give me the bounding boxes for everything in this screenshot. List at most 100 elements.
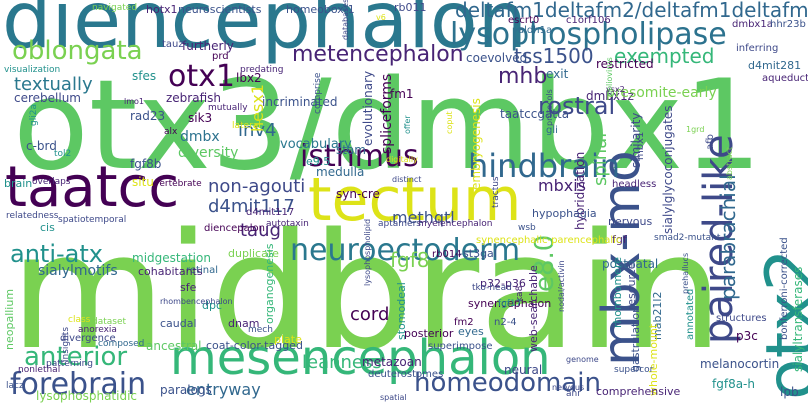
cloud-word: embryogenesis bbox=[469, 98, 483, 190]
cloud-word: caudal bbox=[160, 317, 197, 330]
cloud-word: fm2 bbox=[454, 317, 474, 328]
cloud-word: dmbx1a bbox=[732, 19, 773, 30]
cloud-word: dpc bbox=[202, 299, 223, 312]
cloud-word: exempted bbox=[614, 44, 715, 68]
cloud-word: sialylglycoconjugates bbox=[661, 105, 675, 235]
cloud-word: taug bbox=[240, 220, 281, 241]
cloud-word: myelencephalon bbox=[418, 219, 493, 229]
cloud-word: otx3/dmbx1 bbox=[13, 54, 763, 198]
cloud-word: web-searchable bbox=[527, 265, 540, 352]
cloud-word: supercor bbox=[614, 365, 654, 375]
cloud-word: genome bbox=[566, 355, 599, 364]
cloud-word: tectum bbox=[308, 165, 522, 235]
cloud-word: comprehensive bbox=[596, 385, 681, 398]
cloud-word: deuterostomes bbox=[368, 369, 444, 380]
cloud-word: bonferroni-corrected bbox=[779, 237, 790, 340]
cloud-word: afb bbox=[705, 134, 716, 150]
cloud-word: fgf8b bbox=[130, 157, 162, 171]
cloud-word: diversity bbox=[178, 145, 239, 161]
cloud-word: homeobox-1 bbox=[286, 3, 355, 16]
cloud-word: aqueduct bbox=[762, 73, 808, 84]
cloud-word: melanocortin bbox=[700, 357, 780, 371]
cloud-word: inv4 bbox=[238, 120, 277, 141]
cloud-word: brain bbox=[4, 177, 33, 190]
cloud-word: overlaps bbox=[32, 177, 71, 187]
cloud-word: lysophosphatidic bbox=[36, 389, 138, 403]
cloud-word: postnatal bbox=[602, 257, 659, 271]
cloud-word: midgestation bbox=[132, 251, 211, 265]
cloud-word: d4mit117 bbox=[208, 196, 295, 217]
cloud-word: dataset bbox=[92, 317, 127, 327]
cloud-word: hindbrain bbox=[468, 147, 621, 185]
cloud-word: synencephalon bbox=[468, 297, 552, 310]
cloud-word: navigated bbox=[92, 3, 138, 13]
cloud-word: insights bbox=[61, 326, 71, 362]
cloud-word: mesencephalon bbox=[170, 330, 551, 386]
cloud-word: alx bbox=[164, 127, 178, 137]
cloud-word: patterning bbox=[46, 359, 93, 369]
cloud-word: spatial bbox=[380, 393, 407, 402]
cloud-word: medulla bbox=[316, 165, 365, 179]
cloud-word: sialylmotifs bbox=[38, 263, 118, 279]
cloud-word: presomite-early bbox=[606, 85, 717, 101]
cloud-word: headless bbox=[612, 179, 657, 190]
cloud-word: hotx1 bbox=[146, 3, 178, 16]
cloud-word: autotaxin bbox=[266, 219, 309, 229]
cloud-word: fgf bbox=[612, 233, 627, 246]
cloud-word: synencephalic-parencephalic bbox=[476, 235, 622, 246]
cloud-word: digitally bbox=[386, 155, 418, 164]
cloud-word: coevolved bbox=[466, 51, 528, 65]
cloud-word: nervous bbox=[552, 383, 585, 392]
cloud-word: furtherly bbox=[182, 39, 234, 53]
cloud-word: comprise bbox=[313, 72, 323, 114]
cloud-word: anr bbox=[566, 389, 581, 399]
cloud-word: eyes bbox=[458, 325, 484, 338]
cloud-word: cerebellum bbox=[14, 91, 81, 105]
cloud-word: predating bbox=[240, 65, 284, 75]
cloud-word: lateral bbox=[232, 121, 261, 131]
cloud-word: spinal bbox=[590, 132, 611, 186]
cloud-word: wsb bbox=[518, 223, 536, 233]
cloud-word: coput bbox=[445, 111, 454, 134]
cloud-word: escrt0 bbox=[508, 15, 540, 26]
cloud-word: class bbox=[68, 315, 91, 325]
cloud-word: vsx2 bbox=[606, 85, 625, 94]
cloud-word: fgf17 bbox=[498, 299, 522, 309]
cloud-word: vocabulary bbox=[280, 137, 352, 152]
cloud-word: rb014 bbox=[432, 249, 462, 260]
cloud-word: cord bbox=[350, 304, 390, 325]
cloud-word: homeodomain bbox=[414, 368, 601, 398]
cloud-word: d4mit117 bbox=[246, 207, 295, 218]
cloud-word: entryway bbox=[186, 380, 261, 399]
cloud-word: p32-p36 bbox=[480, 277, 526, 290]
cloud-word: d4mit281 bbox=[748, 59, 802, 72]
cloud-word: ancestral bbox=[146, 339, 202, 353]
cloud-word: sialyltransferases bbox=[791, 266, 805, 372]
cloud-word: restricted bbox=[596, 57, 654, 71]
cloud-word: isthmus bbox=[300, 139, 419, 174]
cloud-word: non-agouti bbox=[208, 176, 306, 197]
cloud-word: tss1500 bbox=[514, 44, 594, 68]
cloud-word: nervous bbox=[608, 215, 653, 228]
cloud-word: p3c bbox=[736, 329, 758, 343]
cloud-word: superimpose bbox=[428, 341, 493, 352]
cloud-word: dnam bbox=[228, 317, 260, 330]
cloud-word: incriminated bbox=[262, 95, 338, 109]
cloud-word: lmo1 bbox=[124, 97, 144, 106]
cloud-word: neuroscientists bbox=[178, 3, 262, 16]
cloud-word: syn-cre bbox=[336, 187, 380, 201]
cloud-word: inferring bbox=[736, 43, 779, 54]
cloud-word: parabrachial bbox=[716, 174, 740, 300]
cloud-word: gli bbox=[546, 125, 558, 136]
cloud-word: otx1 bbox=[168, 59, 235, 94]
cloud-word: prehallucs bbox=[681, 252, 690, 294]
cloud-word: methqtl bbox=[392, 208, 455, 227]
cloud-word: poliovirus bbox=[605, 57, 614, 96]
cloud-word: lpb bbox=[780, 385, 799, 399]
cloud-word: tractus bbox=[491, 176, 501, 208]
cloud-word: hhr23b bbox=[770, 19, 806, 30]
cloud-word: spliceforms bbox=[379, 73, 395, 154]
cloud-word: databases bbox=[341, 0, 350, 40]
cloud-word: annotated bbox=[685, 288, 696, 340]
cloud-word: gastrulation bbox=[629, 305, 642, 372]
